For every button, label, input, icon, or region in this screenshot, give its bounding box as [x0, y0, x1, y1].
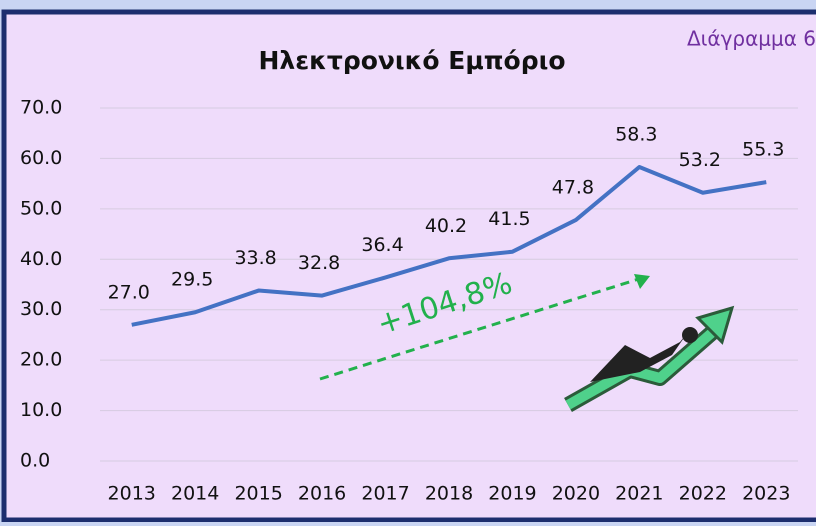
data-label: 33.8: [234, 247, 276, 269]
x-tick-label: 2018: [425, 483, 473, 505]
y-tick-label: 30.0: [20, 298, 62, 320]
y-tick-label: 70.0: [20, 97, 62, 119]
chart-frame: [4, 12, 816, 520]
x-tick-label: 2022: [679, 483, 727, 505]
data-label: 32.8: [298, 252, 340, 274]
x-tick-label: 2019: [488, 483, 536, 505]
data-label: 36.4: [361, 234, 403, 256]
data-label: 53.2: [679, 149, 721, 171]
data-label: 27.0: [108, 281, 150, 303]
data-label: 47.8: [552, 176, 594, 198]
data-label: 58.3: [615, 124, 657, 146]
illustration-head: [682, 327, 698, 343]
y-tick-label: 40.0: [20, 248, 62, 270]
y-tick-label: 10.0: [20, 399, 62, 421]
y-tick-label: 50.0: [20, 197, 62, 219]
data-label: 29.5: [171, 269, 213, 291]
x-tick-label: 2017: [361, 483, 409, 505]
y-tick-label: 20.0: [20, 349, 62, 371]
page: Ηλεκτρονικό Εμπόριο Διάγραμμα 6 +104,8% …: [0, 0, 816, 522]
x-tick-label: 2013: [108, 483, 156, 505]
chart: Ηλεκτρονικό Εμπόριο Διάγραμμα 6 +104,8% …: [0, 0, 816, 522]
x-tick-label: 2016: [298, 483, 346, 505]
y-tick-label: 0.0: [20, 450, 50, 472]
data-label: 40.2: [425, 215, 467, 237]
data-label: 55.3: [742, 139, 784, 161]
x-tick-label: 2015: [234, 483, 282, 505]
x-tick-label: 2020: [552, 483, 600, 505]
x-tick-label: 2021: [615, 483, 663, 505]
data-label: 41.5: [488, 208, 530, 230]
figure-label: Διάγραμμα 6: [687, 27, 816, 51]
x-tick-label: 2023: [742, 483, 790, 505]
chart-title: Ηλεκτρονικό Εμπόριο: [258, 46, 565, 75]
y-tick-label: 60.0: [20, 147, 62, 169]
x-tick-label: 2014: [171, 483, 219, 505]
